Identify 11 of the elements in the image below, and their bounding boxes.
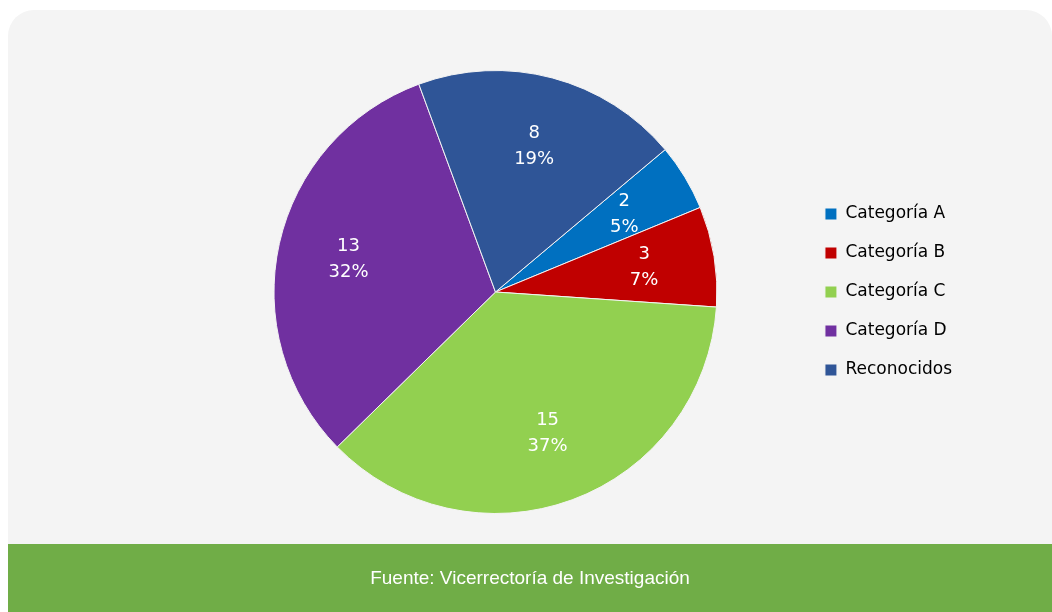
legend-label: Categoría B bbox=[845, 241, 946, 262]
legend-label: Categoría C bbox=[845, 280, 946, 301]
source-note: Fuente: Vicerrectoría de Investigación bbox=[8, 544, 1052, 612]
legend-label: Categoría A bbox=[845, 202, 946, 223]
legend-label: Categoría D bbox=[845, 319, 947, 340]
data-label: 15 37% bbox=[527, 407, 568, 455]
legend-label: Reconocidos bbox=[845, 358, 953, 379]
data-label: 13 32% bbox=[328, 233, 369, 281]
data-label: 3 7% bbox=[629, 242, 659, 290]
data-label: 2 5% bbox=[610, 188, 639, 236]
data-label: 8 19% bbox=[514, 121, 555, 169]
